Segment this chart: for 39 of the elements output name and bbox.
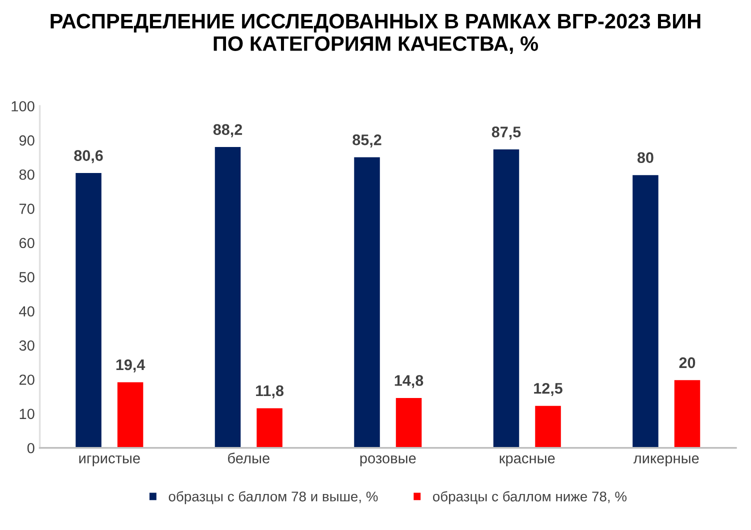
chart-title: РАСПРЕДЕЛЕНИЕ ИССЛЕДОВАННЫХ В РАМКАХ ВГР-2023 ВИН ПО КАТЕГОРИЯМ КАЧЕСТВА, % — [50, 14, 700, 54]
y-tick-label: 20 — [19, 374, 34, 385]
data-label: 14,8 — [394, 375, 424, 388]
data-label: 88,2 — [213, 124, 242, 138]
y-tick-label: 50 — [19, 272, 34, 282]
y-tick-label: 70 — [19, 204, 34, 214]
x-tick-label: игристые — [79, 455, 140, 466]
bar — [352, 156, 382, 448]
data-label: 19,4 — [116, 359, 146, 372]
bar — [492, 148, 521, 448]
bar — [255, 406, 284, 448]
x-tick-label: ликерные — [633, 455, 699, 466]
data-label: 80,6 — [74, 150, 103, 164]
y-tick-label: 80 — [19, 169, 34, 180]
x-tick-label: красные — [500, 455, 555, 466]
bar — [214, 146, 242, 448]
y-tick-label: 40 — [19, 306, 34, 317]
legend-label: образцы с баллом 78 и выше, % — [168, 491, 378, 504]
y-tick-label: 0 — [27, 442, 34, 454]
y-tick-label: 10 — [20, 408, 34, 420]
y-tick-label: 30 — [19, 340, 34, 351]
bar — [74, 172, 103, 448]
bar — [534, 404, 562, 448]
bar — [116, 380, 145, 448]
bar — [672, 378, 702, 448]
y-tick-label: 100 — [12, 101, 34, 112]
bar — [631, 174, 660, 448]
y-tick-label: 90 — [19, 135, 34, 146]
x-tick-label: белые — [228, 452, 270, 464]
data-label: 11,8 — [256, 385, 284, 398]
x-tick-label: розовые — [360, 455, 416, 466]
data-label: 87,5 — [492, 126, 521, 140]
data-label: 85,2 — [352, 134, 382, 148]
data-label: 12,5 — [534, 382, 562, 396]
data-label: 80 — [637, 152, 654, 164]
bar — [394, 396, 424, 448]
data-label: 20 — [679, 357, 696, 368]
legend-label: образцы с баллом ниже 78, % — [432, 491, 627, 504]
y-tick-label: 60 — [19, 238, 34, 248]
